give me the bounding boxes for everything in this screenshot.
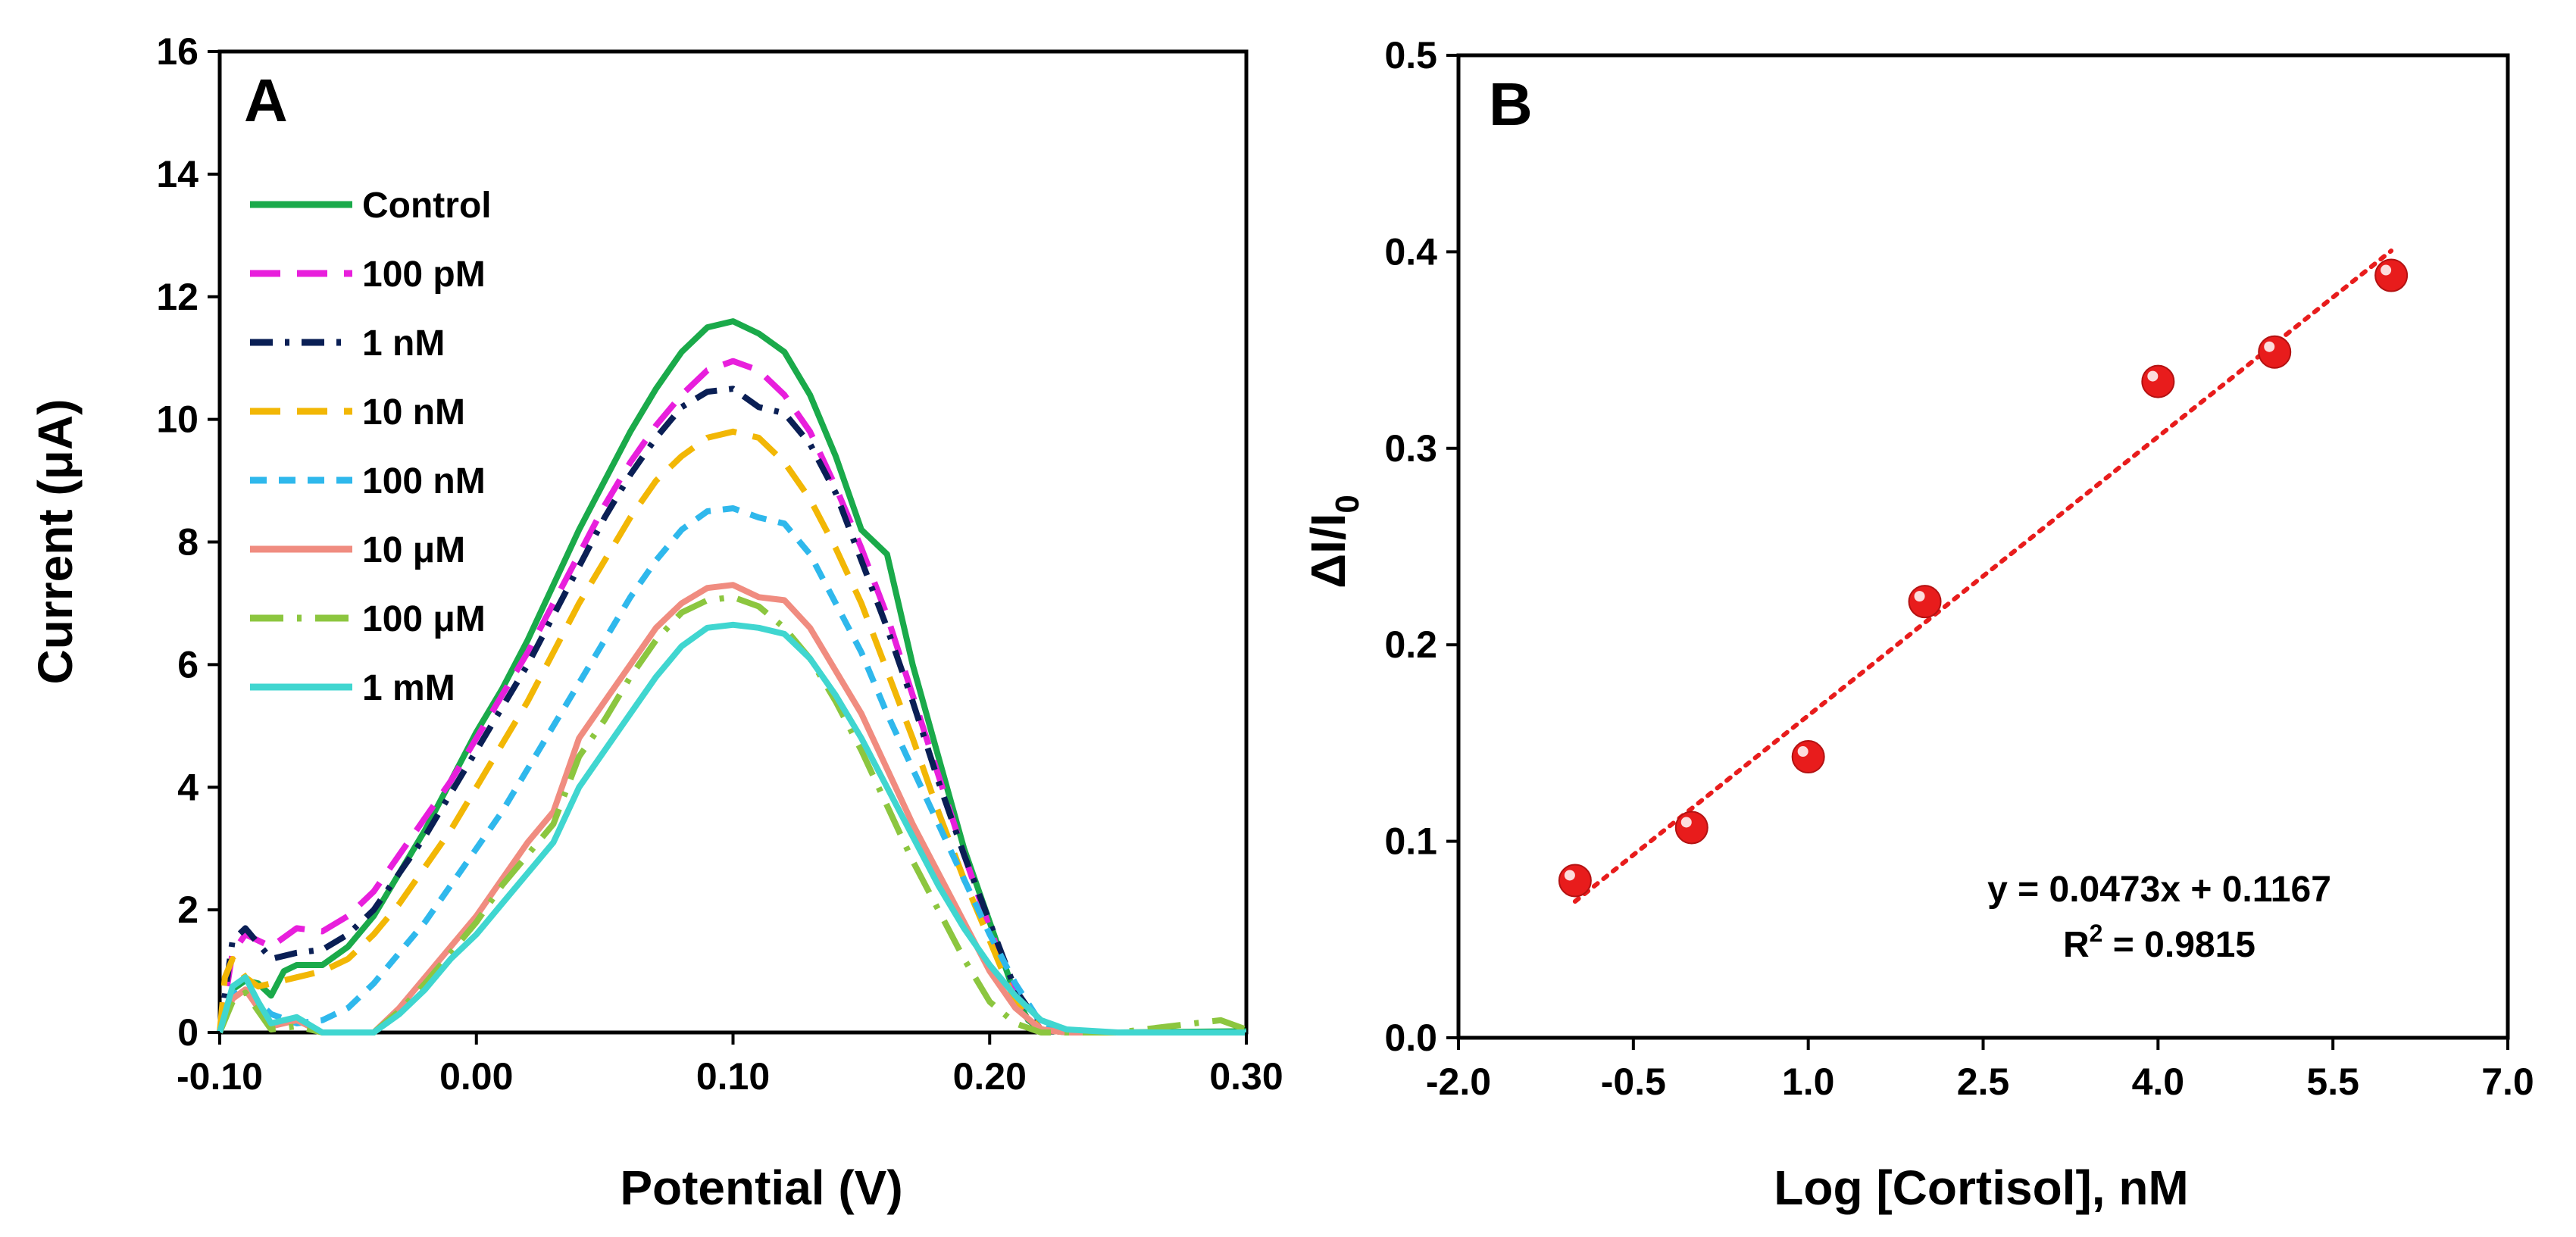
panel-b-x-tick-label: 7.0 (2481, 1061, 2534, 1103)
panel-b-trendline-group (1572, 248, 2394, 904)
data-point-5 (2141, 364, 2175, 398)
panel-b-x-tick-label: -0.5 (1601, 1061, 1666, 1103)
panel-a-y-tick-label: 6 (177, 643, 199, 686)
panel-a-x-tick-label: -0.10 (177, 1055, 263, 1098)
panel-b-points-group (1558, 258, 2409, 898)
panel-a-series-group (217, 318, 1248, 1036)
panel-b-trendline (1572, 248, 2394, 904)
data-point-7 (2374, 258, 2409, 292)
data-point-1 (1558, 864, 1592, 898)
legend-label-7: 100 μM (362, 599, 486, 639)
data-point-highlight (2147, 370, 2159, 382)
panel-b-y-tick-label: 0.0 (1384, 1017, 1437, 1059)
panel-a-y-tick-label: 12 (156, 276, 199, 318)
panel-b-y-axis-title: ΔI/I0 (1301, 495, 1366, 589)
data-point-2 (1674, 811, 1708, 845)
data-point-4 (1908, 585, 1942, 619)
panel-b-x-tick-label: -2.0 (1426, 1061, 1491, 1103)
legend-label-5: 100 nM (362, 461, 486, 501)
panel-b-equation: y = 0.0473x + 0.1167 (1987, 870, 2331, 910)
data-point-highlight (2264, 341, 2275, 352)
panel-b-y-tick-label: 0.3 (1384, 427, 1437, 470)
series-line-1 (217, 318, 1247, 1036)
panel-b-x-tick-label: 2.5 (1957, 1061, 2010, 1103)
data-point-3 (1791, 740, 1825, 774)
series-line-6 (217, 582, 1246, 1036)
panel-b-x-tick-label: 1.0 (1782, 1061, 1835, 1103)
panel-a-chart: 0 2 4 6 8 10 12 14 16 -0.10 0.00 0.10 0.20 0.30 Contr… (28, 30, 1283, 1215)
panel-a-label: A (244, 67, 288, 134)
data-point-highlight (2381, 264, 2392, 276)
panel-a-y-tick-label: 4 (177, 766, 199, 808)
panel-a-legend: Control 100 pM 1 nM 10 nM 100 nM 10 μM 100 μM 1… (250, 186, 492, 708)
panel-a-y-tick-label: 8 (177, 521, 199, 564)
panel-b-plot-frame (1456, 53, 2510, 1040)
legend-label-8: 1 mM (362, 668, 455, 708)
data-point-6 (2258, 335, 2292, 369)
r2-superscript: 2 (2090, 920, 2103, 947)
panel-a-y-tick-label: 10 (156, 398, 199, 441)
panel-b-y-tick-label: 0.5 (1384, 34, 1437, 77)
series-line-3 (217, 386, 1246, 1036)
panel-a-x-tick-label: 0.00 (439, 1055, 513, 1098)
series-line-4 (217, 428, 1246, 1036)
series-line-7 (217, 594, 1248, 1036)
legend-label-6: 10 μM (362, 530, 465, 570)
data-point-highlight (1680, 817, 1692, 828)
panel-b-x-tick-label: 4.0 (2132, 1061, 2185, 1103)
panel-b-y-tick-label: 0.4 (1384, 230, 1437, 273)
panel-b-y-tick-label: 0.1 (1384, 820, 1437, 863)
panel-a-x-tick-label: 0.10 (696, 1055, 770, 1098)
panel-b-x-tick-label: 5.5 (2306, 1061, 2359, 1103)
data-point-highlight (1564, 870, 1575, 881)
panel-a-x-tick-label: 0.20 (953, 1055, 1027, 1098)
panel-b-axes: 0.0 0.1 0.2 0.3 0.4 0.5 -2.0 -0.5 1.0 2.5 4.0 5.5 7.… (1384, 34, 2534, 1103)
panel-a-y-tick-label: 14 (156, 153, 199, 195)
panel-b-r-squared: R2 = 0.9815 (2063, 920, 2256, 965)
panel-b-ylabel-subscript: 0 (1329, 495, 1366, 513)
r2-value: = 0.9815 (2102, 925, 2256, 965)
panel-b-label: B (1489, 70, 1533, 138)
legend-label-3: 1 nM (362, 323, 445, 364)
panel-a-x-axis-title: Potential (V) (620, 1160, 902, 1215)
legend-label-2: 100 pM (362, 255, 486, 295)
panel-a-y-tick-label: 0 (177, 1011, 199, 1054)
panel-b-y-tick-label: 0.2 (1384, 623, 1437, 666)
panel-a-x-tick-label: 0.30 (1209, 1055, 1283, 1098)
panel-b-x-axis-title: Log [Cortisol], nM (1774, 1160, 2188, 1215)
data-point-highlight (1797, 746, 1809, 758)
panel-b-ylabel-main: ΔI/I (1301, 514, 1355, 589)
legend-label-4: 10 nM (362, 392, 465, 433)
series-line-2 (217, 358, 1246, 1036)
panel-a-y-tick-label: 2 (177, 889, 199, 931)
panel-a-y-axis-title: Current (μA) (28, 399, 83, 685)
series-line-8 (217, 621, 1246, 1036)
r2-prefix: R (2063, 925, 2090, 965)
panel-b-chart: 0.0 0.1 0.2 0.3 0.4 0.5 -2.0 -0.5 1.0 2.5 4.0 5.5 7.… (1301, 34, 2534, 1215)
panel-a-axes: 0 2 4 6 8 10 12 14 16 -0.10 0.00 0.10 0.20 0.30 (156, 30, 1283, 1098)
legend-label-1: Control (362, 186, 492, 226)
series-line-5 (217, 505, 1246, 1036)
panel-a-y-tick-label: 16 (156, 30, 199, 73)
data-point-highlight (1914, 591, 1925, 602)
